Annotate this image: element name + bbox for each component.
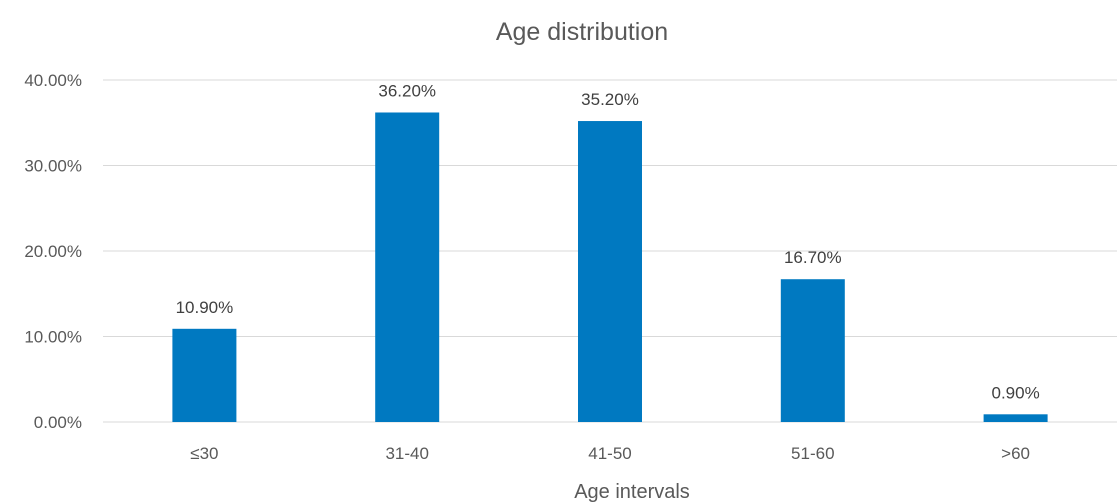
x-tick-label: 51-60 <box>791 444 834 463</box>
bar <box>172 328 237 422</box>
data-label: 16.70% <box>784 248 842 267</box>
bar <box>780 279 845 422</box>
x-tick-label: 31-40 <box>385 444 428 463</box>
y-axis-tick-labels: 0.00% 10.00% 20.00% 30.00% 40.00% <box>24 71 82 432</box>
bar <box>983 414 1048 422</box>
y-tick-label: 10.00% <box>24 328 82 347</box>
x-tick-label: 41-50 <box>588 444 631 463</box>
x-tick-label: ≤30 <box>190 444 218 463</box>
data-label: 0.90% <box>991 383 1039 402</box>
bar <box>578 121 642 422</box>
x-axis-title: Age intervals <box>574 481 690 503</box>
bars <box>172 112 1048 423</box>
x-tick-label: >60 <box>1001 444 1030 463</box>
data-label: 36.20% <box>378 81 436 100</box>
data-labels: 10.90% 36.20% 35.20% 16.70% 0.90% <box>176 81 1040 402</box>
y-tick-label: 0.00% <box>34 413 82 432</box>
bar <box>375 112 440 423</box>
y-tick-label: 40.00% <box>24 71 82 90</box>
x-axis-tick-labels: ≤30 31-40 41-50 51-60 >60 <box>190 444 1030 463</box>
chart-title: Age distribution <box>496 18 668 46</box>
y-tick-label: 30.00% <box>24 157 82 176</box>
y-tick-label: 20.00% <box>24 242 82 261</box>
data-label: 10.90% <box>176 298 234 317</box>
data-label: 35.20% <box>581 90 639 109</box>
